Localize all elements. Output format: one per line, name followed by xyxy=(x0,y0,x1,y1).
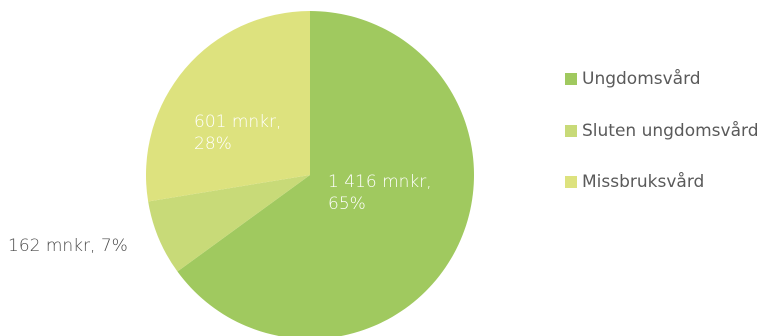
pie-slice-ungdomsvard xyxy=(177,11,474,336)
legend-swatch-ungdomsvard xyxy=(565,73,577,85)
data-label-sluten-ungdomsvard: 162 mnkr, 7% xyxy=(8,236,128,256)
legend-label-sluten-ungdomsvard: Sluten ungdomsvård xyxy=(582,120,759,141)
data-label-missbruksvard: 28% xyxy=(194,134,232,154)
legend-label-missbruksvard: Missbruksvård xyxy=(582,172,705,192)
legend-label-ungdomsvard: Ungdomsvård xyxy=(582,69,701,89)
legend-item-ungdomsvard: Ungdomsvård xyxy=(565,66,759,92)
legend-swatch-sluten-ungdomsvard xyxy=(565,124,577,137)
legend-item-missbruksvard: Missbruksvård xyxy=(565,169,759,195)
legend: Ungdomsvård Sluten ungdomsvård Missbruks… xyxy=(565,66,759,221)
pie-slice-missbruksvard xyxy=(145,11,310,202)
legend-item-sluten-ungdomsvard: Sluten ungdomsvård xyxy=(565,118,759,144)
data-label-missbruksvard: 601 mnkr, xyxy=(194,112,281,132)
data-label-ungdomsvard: 65% xyxy=(328,194,366,214)
pie-slice-sluten-ungdomsvard xyxy=(148,175,310,272)
data-label-ungdomsvard: 1 416 mnkr, xyxy=(328,172,432,192)
legend-swatch-missbruksvard xyxy=(565,176,577,188)
